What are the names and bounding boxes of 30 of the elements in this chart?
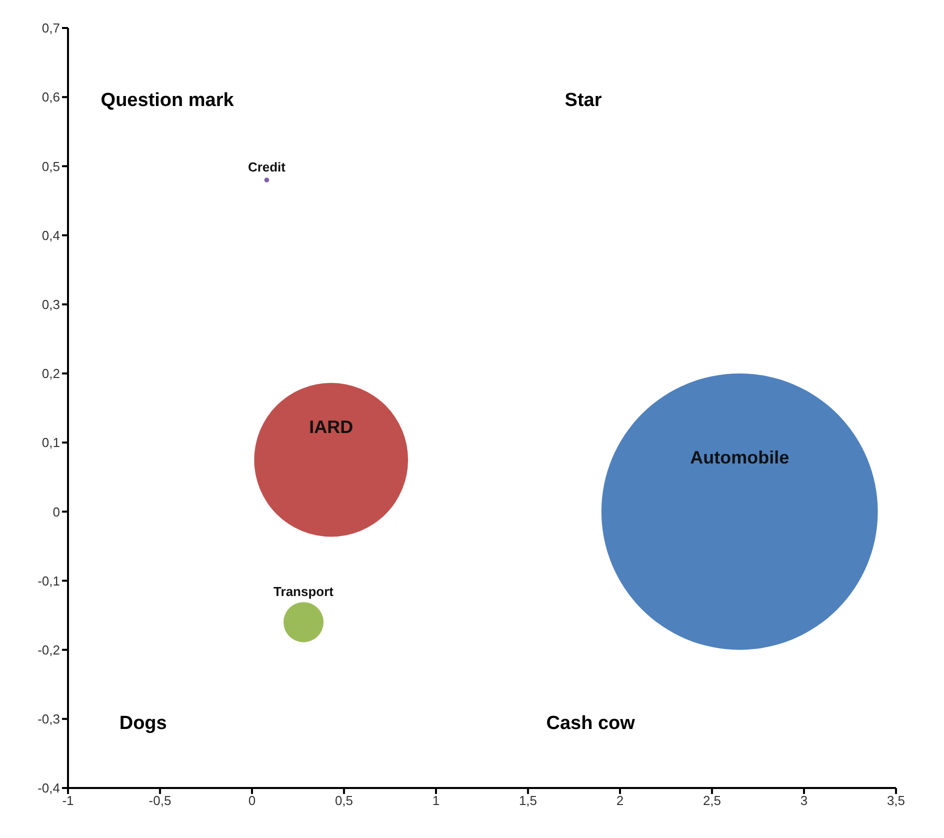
y-tick-label: 0,7: [42, 20, 60, 36]
annotation: Dogs: [119, 713, 167, 736]
y-tick-label: -0,2: [38, 642, 60, 658]
y-tick-label: 0,1: [42, 435, 60, 450]
x-tick-label: 3,5: [886, 793, 906, 808]
series-label: Automobile: [690, 447, 790, 468]
x-tick-label: 0: [248, 793, 256, 808]
y-tick-label: 0,5: [42, 158, 60, 174]
annotation: Cash cow: [546, 713, 635, 736]
x-tick-label: 0,5: [334, 793, 354, 808]
series-label: Transport: [274, 584, 334, 600]
y-tick-label: -0,1: [38, 573, 60, 588]
x-tick-label: 1: [432, 793, 440, 808]
x-tick-label: -1: [62, 793, 74, 808]
y-tick-label: -0,3: [38, 712, 60, 727]
series-label: Credit: [248, 160, 286, 175]
y-tick-label: 0,6: [42, 90, 60, 105]
y-tick-label: 0,2: [42, 366, 60, 382]
x-tick-label: 1,5: [518, 793, 538, 808]
y-tick-label: 0: [52, 504, 60, 520]
y-tick-label: 0,3: [42, 296, 60, 312]
y-tick-label: -0,4: [38, 780, 60, 796]
x-tick-label: -0,5: [148, 793, 172, 808]
x-tick-label: 2,5: [702, 793, 722, 808]
series-label: IARD: [309, 416, 354, 437]
annotation: Star: [564, 90, 602, 112]
x-tick-label: 2: [616, 793, 624, 808]
x-tick-label: 3: [800, 793, 808, 808]
annotation: Question mark: [100, 90, 234, 112]
y-tick-label: 0,4: [42, 228, 60, 243]
